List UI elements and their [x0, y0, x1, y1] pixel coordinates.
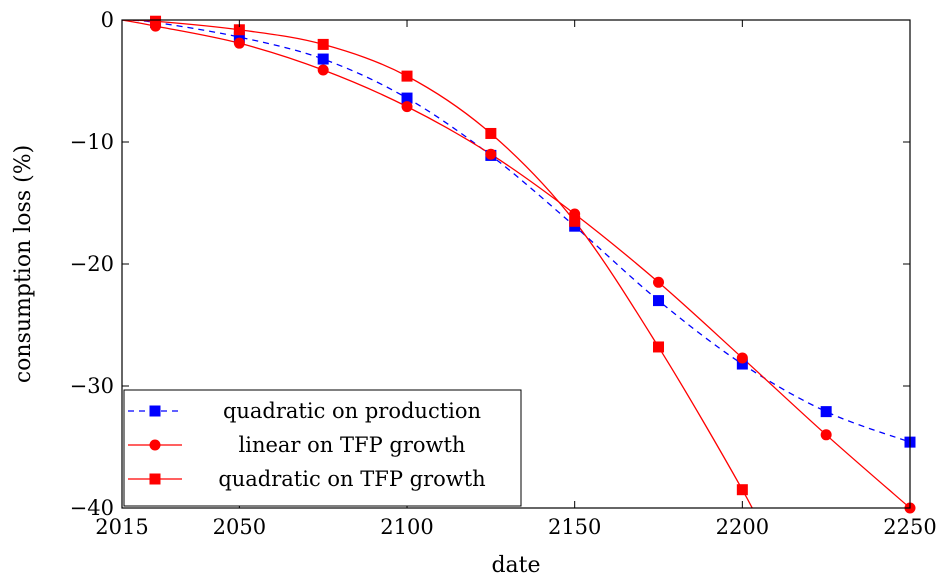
data-point-2 — [569, 215, 581, 227]
series-line-2 — [122, 20, 753, 508]
legend-label: quadratic on TFP growth — [218, 467, 485, 491]
legend-marker — [149, 405, 161, 417]
data-point-0 — [233, 31, 245, 43]
x-tick-label: 2150 — [548, 515, 601, 539]
y-tick-label: −40 — [70, 496, 114, 520]
data-point-1 — [317, 64, 329, 76]
data-point-0 — [820, 406, 832, 418]
data-point-2 — [485, 127, 497, 139]
data-point-1 — [401, 101, 413, 113]
x-tick-label: 2100 — [380, 515, 433, 539]
legend-box — [123, 389, 522, 507]
y-axis-title: consumption loss (%) — [11, 145, 36, 383]
data-point-0 — [401, 92, 413, 104]
legend-marker — [149, 473, 161, 485]
y-tick-label: −20 — [70, 252, 114, 276]
y-tick-label: −30 — [70, 374, 114, 398]
tick-layer: 2015 2050 2100 2150 2200 2250 0 −10 −20 −30 −40 — [70, 8, 937, 539]
data-point-1 — [736, 352, 748, 364]
legend-label: linear on TFP growth — [239, 433, 466, 457]
data-point-1 — [485, 148, 497, 160]
legend-marker — [149, 439, 161, 451]
data-point-0 — [736, 358, 748, 370]
x-axis-title: date — [491, 553, 540, 576]
x-tick-label: 2250 — [883, 515, 936, 539]
data-point-2 — [401, 70, 413, 82]
data-point-2 — [150, 15, 162, 27]
y-tick-label: −10 — [70, 130, 114, 154]
data-point-2 — [736, 484, 748, 496]
data-point-0 — [653, 295, 665, 307]
legend-label: quadratic on production — [223, 399, 481, 423]
x-tick-label: 2050 — [213, 515, 266, 539]
x-tick-label: 2200 — [716, 515, 769, 539]
data-point-1 — [820, 429, 832, 441]
legend: quadratic on production linear on TFP gro… — [123, 389, 522, 507]
data-point-2 — [653, 341, 665, 353]
data-point-1 — [653, 276, 665, 288]
data-point-2 — [317, 38, 329, 50]
x-tick-label: 2015 — [95, 515, 148, 539]
data-point-2 — [233, 24, 245, 36]
data-point-1 — [233, 37, 245, 49]
y-tick-label: 0 — [101, 8, 114, 32]
data-point-0 — [317, 53, 329, 65]
